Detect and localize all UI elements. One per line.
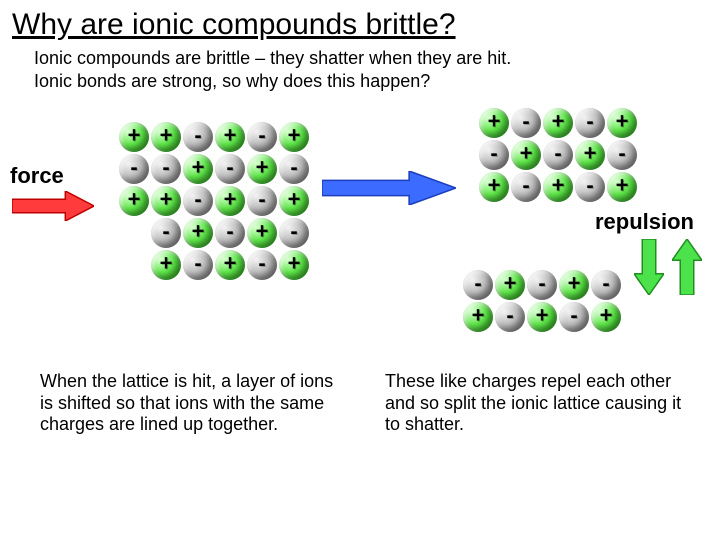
negative-ion [279, 154, 309, 184]
positive-ion [279, 122, 309, 152]
positive-ion [575, 140, 605, 170]
lattice-before [118, 121, 310, 281]
intro-line-1: Ionic compounds are brittle – they shatt… [0, 46, 720, 69]
positive-ion [151, 250, 181, 280]
negative-ion [511, 108, 541, 138]
positive-ion [543, 172, 573, 202]
positive-ion [279, 250, 309, 280]
positive-ion [479, 172, 509, 202]
negative-ion [183, 250, 213, 280]
positive-ion [607, 172, 637, 202]
positive-ion [183, 218, 213, 248]
negative-ion [247, 122, 277, 152]
negative-ion [495, 302, 525, 332]
negative-ion [247, 250, 277, 280]
negative-ion [543, 140, 573, 170]
caption-left: When the lattice is hit, a layer of ions… [40, 371, 345, 435]
negative-ion [119, 154, 149, 184]
positive-ion [527, 302, 557, 332]
positive-ion [183, 154, 213, 184]
positive-ion [215, 122, 245, 152]
positive-ion [151, 122, 181, 152]
positive-ion [463, 302, 493, 332]
lattice-after-bottom [462, 269, 622, 333]
positive-ion [279, 186, 309, 216]
repulsion-label: repulsion [595, 209, 694, 235]
positive-ion [215, 186, 245, 216]
negative-ion [607, 140, 637, 170]
positive-ion [495, 270, 525, 300]
negative-ion [511, 172, 541, 202]
positive-ion [247, 218, 277, 248]
negative-ion [527, 270, 557, 300]
negative-ion [479, 140, 509, 170]
positive-ion [607, 108, 637, 138]
page-title: Why are ionic compounds brittle? [0, 0, 720, 46]
intro-line-2: Ionic bonds are strong, so why does this… [0, 69, 720, 92]
negative-ion [559, 302, 589, 332]
negative-ion [183, 186, 213, 216]
caption-right: These like charges repel each other and … [385, 371, 690, 435]
lattice-after-top [478, 107, 638, 203]
repulsion-down-arrow-icon [634, 239, 664, 295]
positive-ion [559, 270, 589, 300]
positive-ion [511, 140, 541, 170]
repulsion-up-arrow-icon [672, 239, 702, 295]
positive-ion [119, 186, 149, 216]
positive-ion [151, 186, 181, 216]
negative-ion [183, 122, 213, 152]
force-label: force [10, 163, 64, 189]
negative-ion [247, 186, 277, 216]
negative-ion [151, 154, 181, 184]
force-arrow-icon [12, 191, 94, 221]
negative-ion [575, 172, 605, 202]
positive-ion [543, 108, 573, 138]
positive-ion [215, 250, 245, 280]
positive-ion [479, 108, 509, 138]
negative-ion [279, 218, 309, 248]
transition-arrow-icon [322, 171, 456, 205]
negative-ion [575, 108, 605, 138]
captions: When the lattice is hit, a layer of ions… [0, 371, 720, 435]
positive-ion [247, 154, 277, 184]
negative-ion [151, 218, 181, 248]
negative-ion [463, 270, 493, 300]
negative-ion [215, 218, 245, 248]
positive-ion [591, 302, 621, 332]
positive-ion [119, 122, 149, 152]
negative-ion [215, 154, 245, 184]
diagram-area: force repulsion [0, 91, 720, 371]
negative-ion [591, 270, 621, 300]
